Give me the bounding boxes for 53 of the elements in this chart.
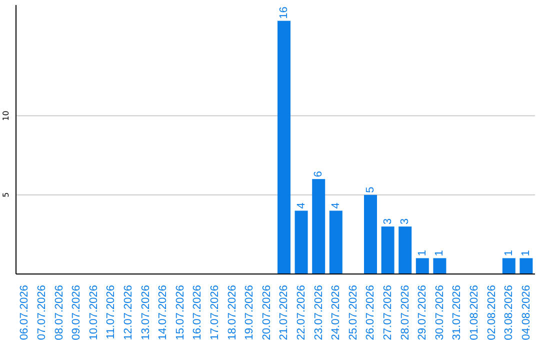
data-label: 1: [416, 250, 428, 256]
bar: [294, 210, 308, 274]
x-tick-label: 14.07.2026: [157, 285, 170, 340]
x-tick-label: 30.07.2026: [434, 285, 446, 340]
x-tick-label: 19.07.2026: [244, 285, 256, 340]
x-tick-label: 08.07.2026: [53, 285, 66, 340]
bar: [364, 194, 377, 274]
x-tick-label: 01.08.2026: [468, 285, 480, 340]
data-label: 1: [434, 250, 446, 256]
bar: [278, 20, 290, 274]
x-tick-label: 22.07.2026: [295, 285, 308, 340]
data-label: 1: [502, 250, 515, 256]
data-label: 1: [520, 250, 532, 256]
x-tick-label: 27.07.2026: [382, 285, 394, 340]
data-label: 5: [364, 186, 376, 193]
x-tick-label: 13.07.2026: [140, 285, 152, 340]
x-tick-label: 04.08.2026: [520, 285, 532, 340]
x-tick-label: 02.08.2026: [486, 285, 498, 340]
x-tick-label: 18.07.2026: [226, 285, 238, 340]
x-tick-label: 03.08.2026: [503, 285, 516, 340]
data-label: 6: [312, 170, 325, 178]
data-label: 4: [295, 202, 308, 209]
data-label: 3: [399, 218, 412, 225]
x-tick-label: 10.07.2026: [88, 285, 100, 340]
data-label: 4: [330, 202, 342, 209]
x-tick-label: 25.07.2026: [347, 285, 360, 340]
bar: [329, 210, 342, 274]
bar: [502, 258, 516, 274]
bar: [520, 258, 533, 274]
x-tick-label: 06.07.2026: [18, 285, 31, 340]
data-label: 16: [278, 6, 290, 19]
x-tick-label: 15.07.2026: [174, 285, 186, 340]
bar: [312, 179, 326, 274]
x-tick-label: 12.07.2026: [122, 285, 134, 340]
bar: [433, 258, 446, 274]
bar: [398, 226, 412, 274]
data-label: 3: [382, 218, 394, 225]
x-tick-label: 31.07.2026: [451, 285, 464, 340]
x-tick-label: 16.07.2026: [192, 285, 204, 340]
y-tick-label: 10: [2, 110, 10, 121]
x-tick-label: 21.07.2026: [278, 285, 290, 340]
x-tick-label: 07.07.2026: [36, 285, 48, 340]
x-tick-label: 26.07.2026: [364, 285, 377, 340]
bar: [416, 258, 429, 274]
x-tick-label: 24.07.2026: [330, 285, 342, 340]
x-tick-label: 11.07.2026: [105, 285, 118, 340]
x-tick-label: 23.07.2026: [312, 285, 325, 340]
x-tick-label: 17.07.2026: [208, 285, 221, 340]
x-tick-label: 09.07.2026: [70, 285, 83, 340]
x-tick-label: 28.07.2026: [399, 285, 412, 340]
bar: [381, 226, 394, 274]
x-tick-label: 29.07.2026: [416, 285, 429, 340]
x-tick-label: 20.07.2026: [260, 285, 273, 340]
